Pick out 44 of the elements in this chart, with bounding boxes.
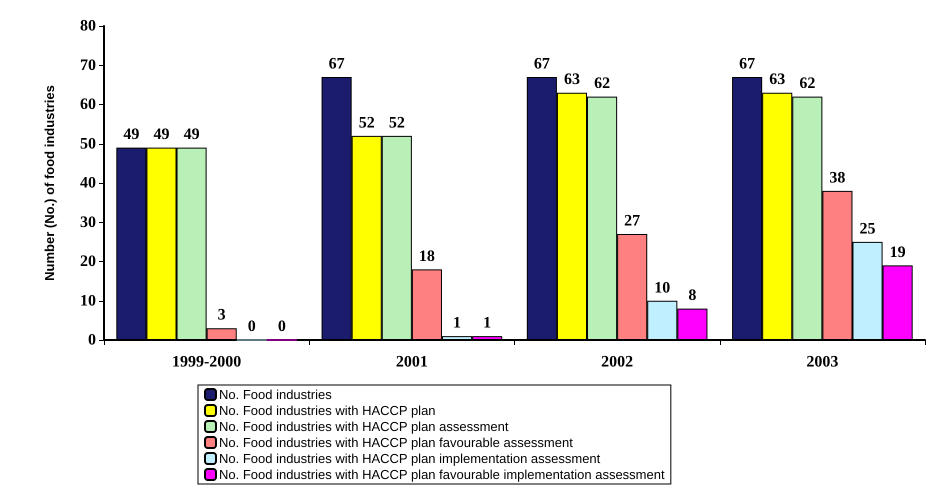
data-label: 49 (153, 126, 170, 144)
data-label: 49 (123, 126, 140, 144)
data-label: 62 (799, 75, 816, 92)
legend-label: No. Food industries (219, 387, 332, 402)
data-label: 63 (769, 71, 786, 88)
data-label: 18 (418, 248, 435, 265)
y-tick-label: 50 (80, 135, 96, 152)
data-label: 63 (564, 71, 580, 88)
x-tick-label: 2002 (601, 354, 634, 370)
data-label: 1 (453, 314, 462, 332)
legend-label: No. Food industries with HACCP plan (219, 403, 436, 418)
y-tick-label: 10 (80, 292, 96, 310)
data-label: 52 (358, 114, 375, 132)
data-label: 67 (328, 56, 345, 73)
x-tick-label: 2001 (396, 354, 428, 370)
legend-label: No. Food industries with HACCP plan favourable assessment (219, 435, 574, 450)
data-label: 38 (829, 169, 846, 186)
data-label: 0 (278, 318, 286, 335)
data-label: 49 (184, 126, 200, 144)
y-axis-title: Number (No.) of food industries (42, 85, 57, 281)
data-label: 67 (534, 56, 550, 73)
y-tick-label: 70 (80, 56, 96, 74)
legend-label: No. Food industries with HACCP plan implementation assessment (219, 451, 601, 466)
y-tick-label: 30 (80, 214, 96, 231)
data-label: 25 (860, 220, 876, 238)
legend-label: No. Food industries with HACCP plan favourable implementation assessment (219, 467, 665, 482)
x-tick-label: 2003 (806, 354, 838, 370)
data-label: 0 (248, 318, 256, 335)
data-label: 8 (688, 287, 696, 304)
data-label: 19 (890, 244, 906, 261)
data-label: 10 (654, 279, 670, 296)
y-tick-label: 0 (88, 332, 96, 348)
data-label: 62 (594, 75, 610, 92)
x-tick-label: 1999-2000 (172, 354, 242, 370)
data-label: 52 (388, 114, 405, 132)
data-label: 1 (483, 314, 492, 332)
legend-label: No. Food industries with HACCP plan assessment (219, 419, 509, 434)
y-tick-label: 20 (80, 253, 96, 270)
data-label: 3 (218, 306, 226, 324)
data-label: 27 (624, 212, 640, 230)
y-tick-label: 40 (80, 174, 96, 192)
y-tick-label: 80 (80, 18, 96, 34)
y-tick-label: 60 (80, 96, 96, 113)
data-label: 67 (739, 56, 756, 73)
